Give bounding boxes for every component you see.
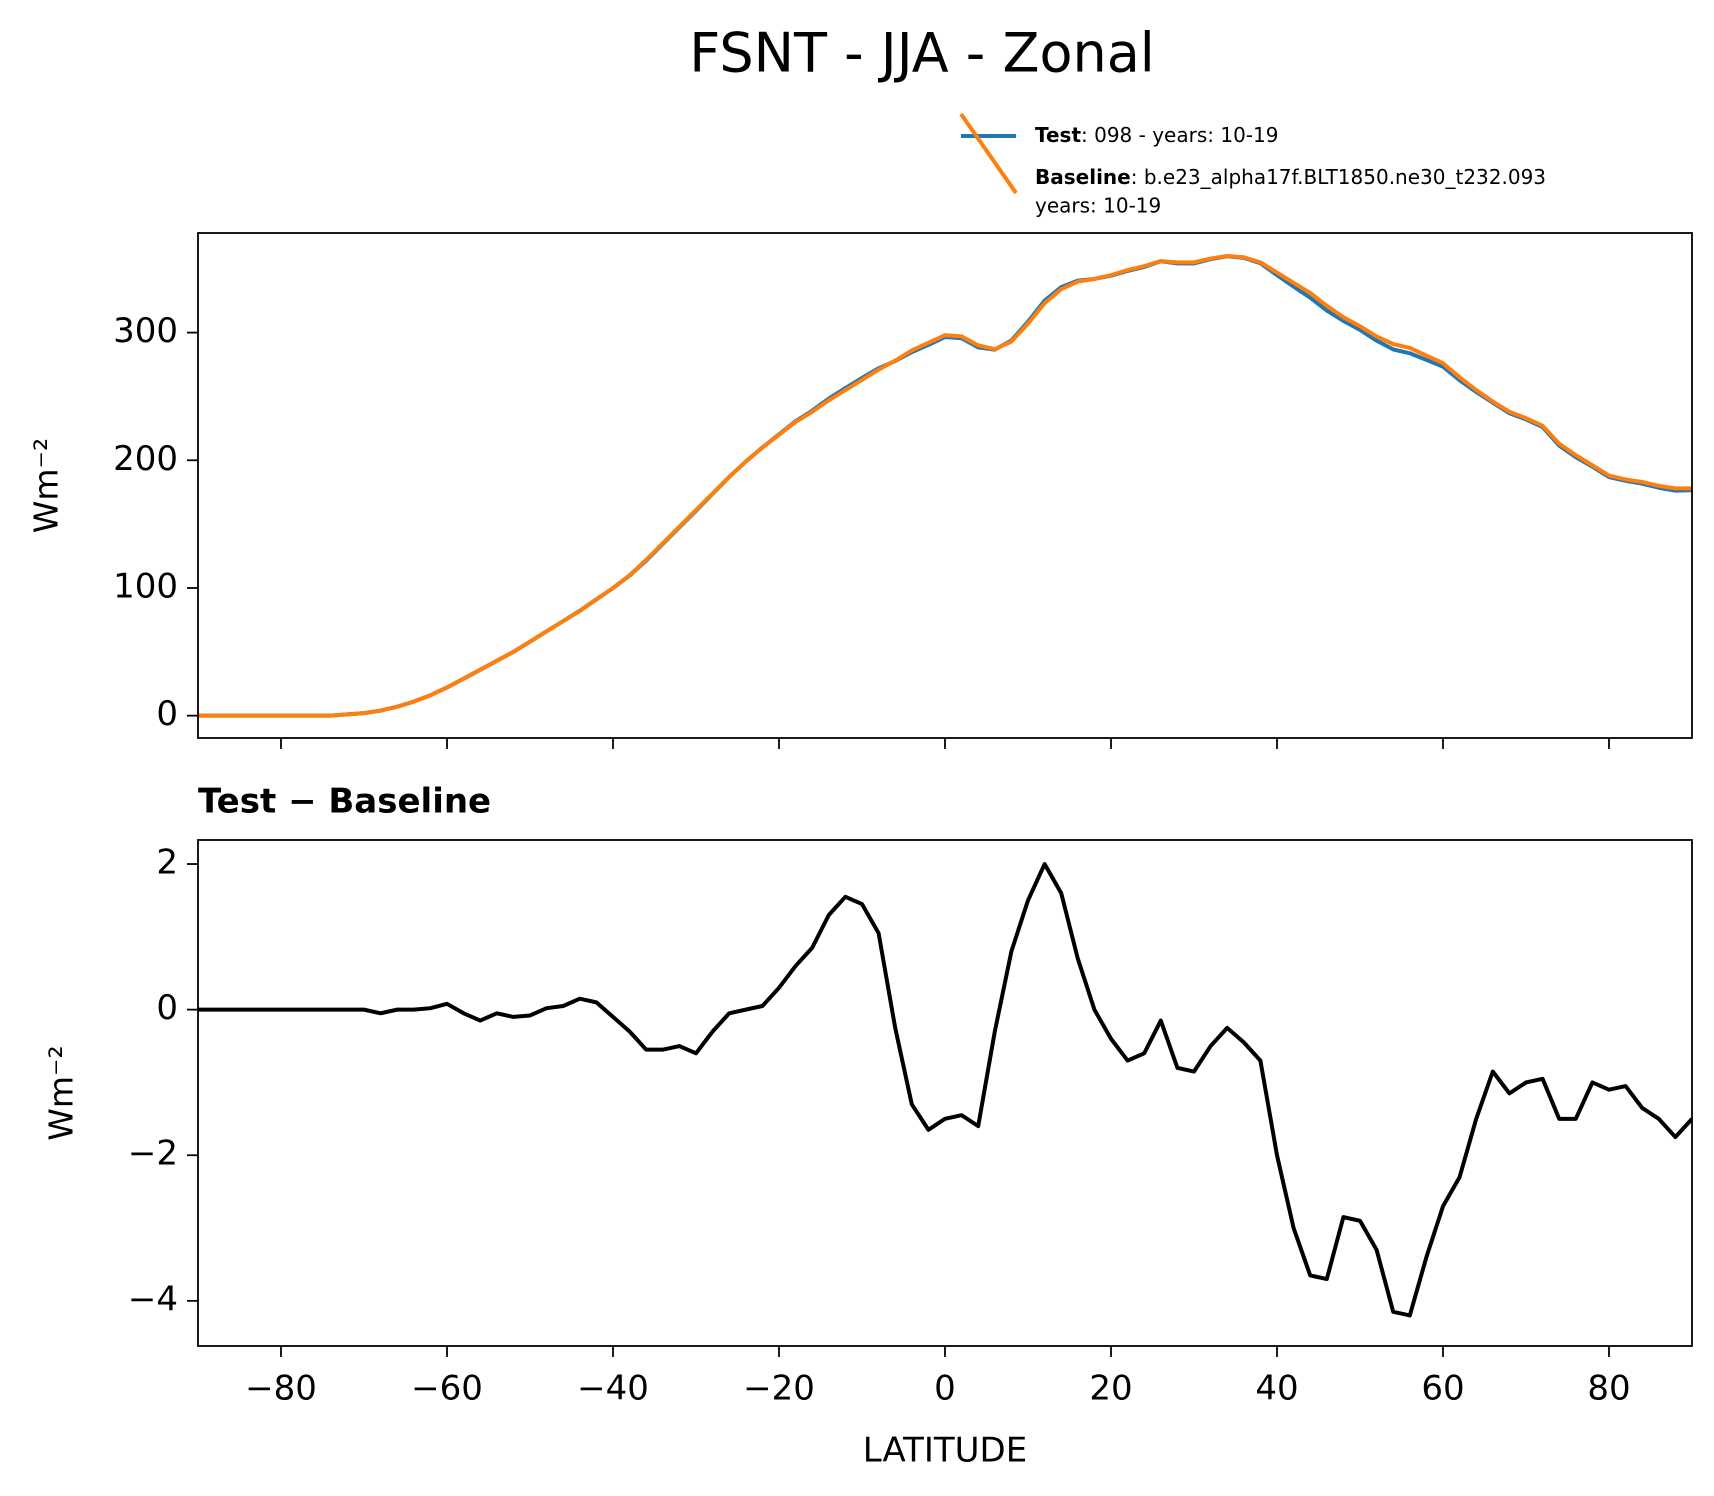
legend-name: Test [1035, 123, 1081, 147]
legend-label: Baseline: b.e23_alpha17f.BLT1850.ne30_t2… [1035, 165, 1546, 189]
y-tick-label: 300 [113, 311, 178, 351]
legend-description: : b.e23_alpha17f.BLT1850.ne30_t232.093 [1131, 165, 1546, 189]
x-tick-label: 80 [1587, 1369, 1630, 1409]
plot-area [198, 253, 1692, 718]
plot-area [198, 862, 1692, 1318]
x-tick-label: 40 [1255, 1369, 1298, 1409]
legend-label: Test: 098 - years: 10-19 [1035, 123, 1278, 147]
x-tick-label: −20 [743, 1369, 815, 1409]
x-axis-label: LATITUDE [863, 1431, 1027, 1471]
y-tick-label: 2 [156, 843, 178, 883]
y-tick-label: 200 [113, 439, 178, 479]
x-tick-label: 60 [1421, 1369, 1464, 1409]
axes-frame [197, 232, 1693, 739]
x-tick-label: 20 [1089, 1369, 1132, 1409]
legend-description: years: 10-19 [1035, 194, 1161, 218]
x-tick-label: 0 [934, 1369, 956, 1409]
y-tick-label: 100 [113, 566, 178, 606]
x-tick-label: −80 [245, 1369, 317, 1409]
y-tick-label: 0 [156, 988, 178, 1028]
y-axis-label: Wm⁻² [42, 1045, 81, 1140]
y-axis-label: Wm⁻² [27, 438, 66, 533]
diff-line [198, 862, 1692, 1318]
legend-swatch [959, 112, 1018, 195]
legend-description: : 098 - years: 10-19 [1081, 123, 1278, 147]
y-tick-label: −4 [128, 1279, 178, 1319]
series-line [198, 253, 1692, 718]
x-tick-label: −60 [411, 1369, 483, 1409]
y-tick-label: −2 [128, 1134, 178, 1174]
subplot-title: Test − Baseline [198, 782, 491, 822]
figure-title: FSNT - JJA - Zonal [689, 22, 1155, 85]
y-tick-label: 0 [156, 694, 178, 734]
axes-frame [197, 839, 1693, 1347]
x-tick-label: −40 [577, 1369, 649, 1409]
legend-name: Baseline [1035, 165, 1131, 189]
series-line [198, 254, 1692, 718]
